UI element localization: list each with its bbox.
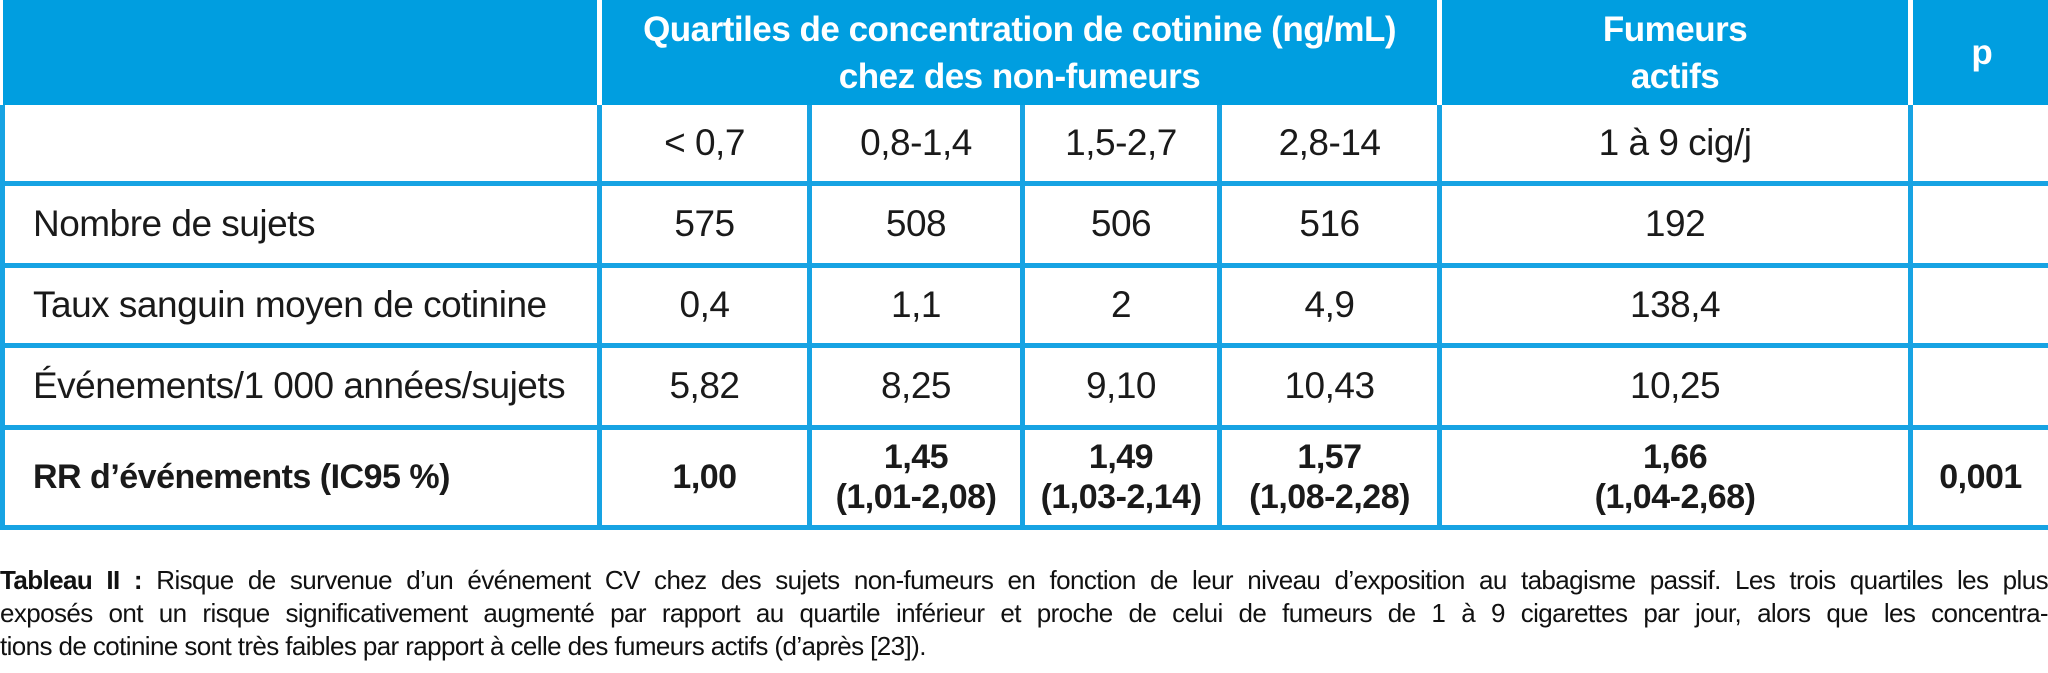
caption-line-1: Tableau II : Risque de survenue d’un évé…	[0, 564, 2048, 597]
rr-ci: (1,03-2,14)	[1040, 478, 1202, 516]
row-label: Taux sanguin moyen de cotinine	[0, 262, 602, 348]
rr-value: 1,57	[1297, 438, 1362, 476]
table-row-subjects: Nombre de sujets 575 508 506 516 192	[0, 180, 2048, 268]
cell: 192	[1437, 180, 1914, 268]
cell: 1,1	[807, 262, 1025, 348]
rr-ci: (1,08-2,28)	[1249, 478, 1410, 516]
cell: 8,25	[807, 342, 1025, 430]
row-label: Nombre de sujets	[0, 180, 602, 268]
cell-rr: 1,00	[597, 424, 812, 530]
rr-value: 1,45	[883, 438, 949, 476]
cell-p-empty	[1908, 342, 2048, 430]
cell: 0,4	[597, 262, 812, 348]
cell-p-value: 0,001	[1908, 424, 2048, 530]
cell-rr: 1,45 (1,01-2,08)	[807, 424, 1025, 530]
cell: 508	[807, 180, 1025, 268]
cell-p-empty	[1908, 180, 2048, 268]
caption-line-3: tions de cotinine sont très faibles par …	[0, 630, 926, 661]
cell: 10,43	[1216, 342, 1443, 430]
cell: 2	[1020, 262, 1222, 348]
rr-value: 1,66	[1642, 438, 1708, 476]
cell: 10,25	[1437, 342, 1914, 430]
subheader-empty-cell	[0, 105, 602, 186]
row-label: Événements/1 000 années/sujets	[0, 342, 602, 430]
subheader-q2: 0,8-1,4	[807, 105, 1025, 186]
subheader-q1: < 0,7	[597, 105, 812, 186]
rr-value: 1,49	[1088, 438, 1154, 476]
cell-p-empty	[1908, 262, 2048, 348]
cell-rr: 1,57 (1,08-2,28)	[1216, 424, 1443, 530]
header-fumeurs-line2: actifs	[1630, 56, 1720, 96]
header-empty-cell	[2, 0, 602, 105]
table-header-row: Quartiles de concentration de cotinine (…	[2, 0, 2048, 105]
header-quartiles-group: Quartiles de concentration de cotinine (…	[599, 0, 1443, 105]
subheader-q3: 1,5-2,7	[1020, 105, 1222, 186]
rr-ci: (1,04-2,68)	[1594, 478, 1756, 516]
cotinine-risk-table: Quartiles de concentration de cotinine (…	[0, 0, 2048, 530]
cell-rr: 1,66 (1,04-2,68)	[1437, 424, 1914, 530]
cell: 506	[1020, 180, 1222, 268]
cell: 5,82	[597, 342, 812, 430]
subheader-p-empty	[1908, 105, 2048, 186]
cell-rr: 1,49 (1,03-2,14)	[1020, 424, 1222, 530]
subheader-smokers: 1 à 9 cig/j	[1437, 105, 1914, 186]
subheader-row: < 0,7 0,8-1,4 1,5-2,7 2,8-14 1 à 9 cig/j	[0, 105, 2048, 186]
cell: 575	[597, 180, 812, 268]
table-row-events: Événements/1 000 années/sujets 5,82 8,25…	[0, 342, 2048, 430]
caption-line-2: exposés ont un risque significativement …	[0, 597, 2048, 628]
header-quartiles-line2: chez des non-fumeurs	[838, 56, 1201, 96]
table-row-cotinine-level: Taux sanguin moyen de cotinine 0,4 1,1 2…	[0, 262, 2048, 348]
rr-value: 1,00	[672, 458, 737, 496]
header-p: p	[1910, 0, 2048, 105]
table-caption: Tableau II : Risque de survenue d’un évé…	[0, 564, 2048, 663]
cell: 516	[1216, 180, 1443, 268]
cell: 138,4	[1437, 262, 1914, 348]
cell: 4,9	[1216, 262, 1443, 348]
table-row-relative-risk: RR d’événements (IC95 %) 1,00 1,45 (1,01…	[0, 424, 2048, 530]
subheader-q4: 2,8-14	[1216, 105, 1443, 186]
header-fumeurs: Fumeurs actifs	[1439, 0, 1914, 105]
header-fumeurs-line1: Fumeurs	[1602, 9, 1748, 49]
header-quartiles-line1: Quartiles de concentration de cotinine (…	[643, 9, 1396, 49]
caption-title: Tableau II :	[0, 564, 143, 595]
rr-ci: (1,01-2,08)	[835, 478, 997, 516]
cell: 9,10	[1020, 342, 1222, 430]
row-label: RR d’événements (IC95 %)	[0, 424, 602, 530]
caption-text-1: Risque de survenue d’un événement CV che…	[141, 564, 2048, 595]
